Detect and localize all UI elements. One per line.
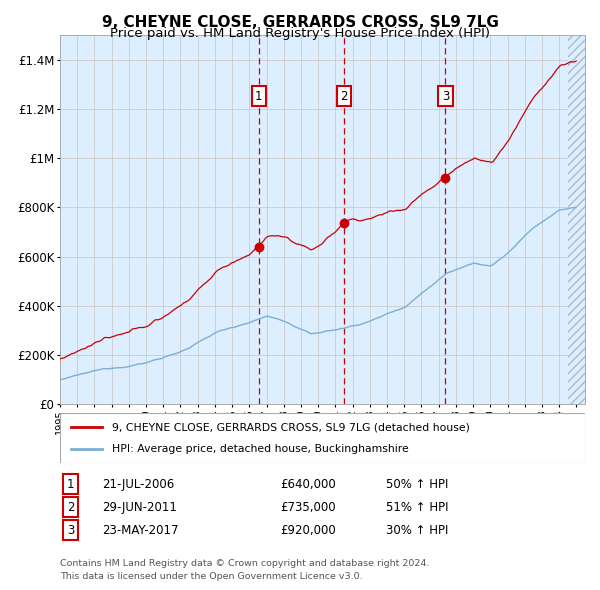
Text: £640,000: £640,000 <box>281 478 336 491</box>
Point <box>440 173 450 183</box>
Text: Contains HM Land Registry data © Crown copyright and database right 2024.: Contains HM Land Registry data © Crown c… <box>60 559 430 568</box>
Text: 21-JUL-2006: 21-JUL-2006 <box>102 478 174 491</box>
Text: 23-MAY-2017: 23-MAY-2017 <box>102 524 179 537</box>
Text: 1: 1 <box>255 90 263 103</box>
Text: 2: 2 <box>67 501 74 514</box>
Text: 1: 1 <box>67 478 74 491</box>
Text: 9, CHEYNE CLOSE, GERRARDS CROSS, SL9 7LG: 9, CHEYNE CLOSE, GERRARDS CROSS, SL9 7LG <box>101 15 499 30</box>
Text: HPI: Average price, detached house, Buckinghamshire: HPI: Average price, detached house, Buck… <box>113 444 409 454</box>
Text: 29-JUN-2011: 29-JUN-2011 <box>102 501 177 514</box>
Text: 30% ↑ HPI: 30% ↑ HPI <box>386 524 448 537</box>
Text: Price paid vs. HM Land Registry's House Price Index (HPI): Price paid vs. HM Land Registry's House … <box>110 27 490 40</box>
Point <box>254 242 263 251</box>
Text: 2: 2 <box>340 90 347 103</box>
Text: £735,000: £735,000 <box>281 501 336 514</box>
Bar <box>568 35 585 404</box>
Point <box>339 219 349 228</box>
Text: 9, CHEYNE CLOSE, GERRARDS CROSS, SL9 7LG (detached house): 9, CHEYNE CLOSE, GERRARDS CROSS, SL9 7LG… <box>113 422 470 432</box>
Text: This data is licensed under the Open Government Licence v3.0.: This data is licensed under the Open Gov… <box>60 572 362 581</box>
Text: 3: 3 <box>67 524 74 537</box>
Text: 51% ↑ HPI: 51% ↑ HPI <box>386 501 448 514</box>
Text: £920,000: £920,000 <box>281 524 336 537</box>
Text: 50% ↑ HPI: 50% ↑ HPI <box>386 478 448 491</box>
FancyBboxPatch shape <box>60 413 585 463</box>
Text: 3: 3 <box>442 90 449 103</box>
